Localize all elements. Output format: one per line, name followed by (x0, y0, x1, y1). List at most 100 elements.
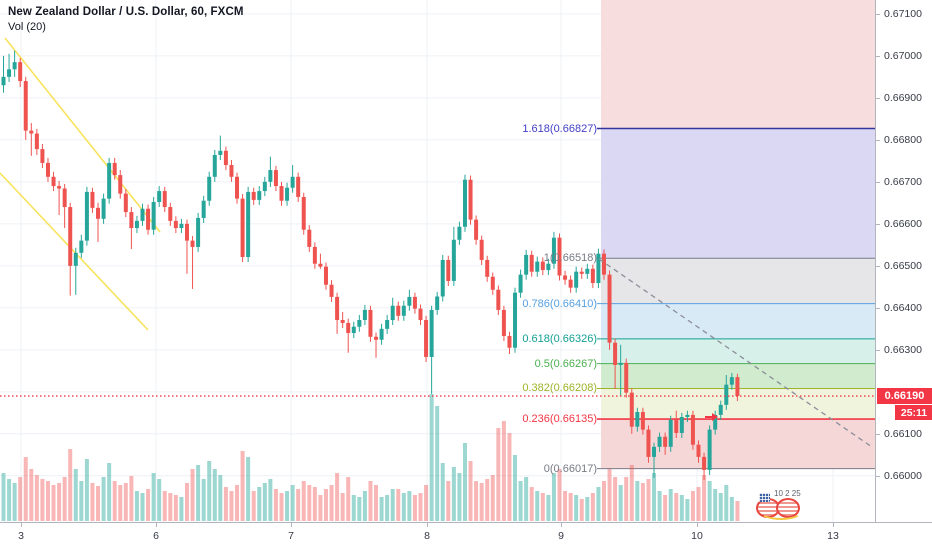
candle-body (513, 292, 518, 348)
volume-bar (251, 491, 256, 521)
volume-bar (401, 493, 406, 521)
fib-level-label-0.382: 0.382(0.66208) (522, 382, 597, 395)
fxcm-logo: 10 2 25 (750, 488, 812, 522)
volume-bar (212, 469, 217, 521)
candle-body (12, 62, 17, 70)
candle-body (652, 446, 657, 457)
volume-bar (40, 479, 45, 521)
volume-bar (702, 475, 707, 521)
fib-level-label-0.618: 0.618(0.66326) (522, 332, 597, 345)
volume-bar (362, 491, 367, 521)
price-axis[interactable]: 0.66190 25:11 0.67100 0.67000 0.66900 0.668… (875, 0, 932, 522)
volume-bar (45, 481, 50, 521)
gray-dashed-trendline (598, 258, 873, 448)
volume-bar (229, 491, 234, 521)
candle-body (329, 284, 334, 297)
volume-bar (296, 489, 301, 521)
volume-bar (346, 477, 351, 521)
volume-bar (440, 463, 445, 521)
candle-body (240, 198, 245, 258)
volume-bar (184, 483, 189, 521)
candle-body (129, 212, 134, 229)
time-tickmark (833, 523, 834, 527)
volume-bar (246, 457, 251, 521)
candle-body (507, 335, 512, 348)
candle-body (279, 186, 284, 201)
volume-bar (396, 489, 401, 521)
time-axis[interactable]: 3 6 7 8 9 10 13 (0, 522, 932, 550)
candle-body (457, 226, 462, 240)
candle-body (713, 414, 718, 430)
volume-bar (435, 406, 440, 521)
candle-body (101, 198, 106, 219)
candle-body (18, 62, 23, 82)
time-tickmark (21, 523, 22, 527)
volume-bar (457, 473, 462, 521)
candle-body (679, 417, 684, 433)
candle-body (318, 263, 323, 267)
fib-zone (601, 303, 875, 339)
candle-body (212, 154, 217, 177)
candle-body (62, 188, 67, 208)
volume-bar (262, 483, 267, 521)
volume-bar (168, 493, 173, 521)
volume-bar (601, 481, 606, 521)
price-tick-label: 0.66400 (884, 301, 922, 314)
volume-bar (201, 479, 206, 521)
candle-body (429, 309, 434, 357)
volume-bar (407, 491, 412, 521)
candle-body (84, 191, 89, 241)
candle-body (385, 320, 390, 329)
candle-body (79, 240, 84, 253)
candle-body (368, 309, 373, 337)
candle-body (273, 170, 278, 187)
volume-bar (462, 443, 467, 521)
candle-body (613, 342, 618, 365)
price-tickmark (876, 307, 880, 309)
candle-body (173, 220, 178, 229)
volume-bar (590, 493, 595, 521)
volume-bar (507, 433, 512, 521)
volume-bar (290, 485, 295, 521)
fib-level-label-0: 0(0.66017) (543, 462, 597, 475)
volume-bar (329, 485, 334, 521)
candle-body (140, 208, 145, 221)
candle-body (196, 217, 201, 247)
candle-body (462, 179, 467, 227)
volume-bar (618, 485, 623, 521)
candle-body (568, 279, 573, 288)
volume-bar (496, 428, 501, 521)
price-tickmark (876, 433, 880, 435)
volume-bar (596, 487, 601, 521)
volume-bar (162, 491, 167, 521)
volume-bar (51, 485, 56, 521)
candle-body (223, 150, 228, 166)
volume-bar (357, 497, 362, 521)
volume-bar (374, 485, 379, 521)
time-tickmark (427, 523, 428, 527)
volume-bar (485, 479, 490, 521)
candle-body (635, 411, 640, 427)
volume-bar (29, 469, 34, 521)
volume-bar (585, 497, 590, 521)
volume-bar (707, 481, 712, 521)
price-tick-label: 0.66900 (884, 91, 922, 104)
volume-bar (385, 495, 390, 521)
candle-body (29, 130, 34, 134)
volume-bar (68, 449, 73, 521)
candle-body (702, 456, 707, 470)
volume-bar (151, 473, 156, 521)
candle-body (607, 274, 612, 343)
volume-bar (524, 477, 529, 521)
candle-body (451, 239, 456, 281)
volume-bar (557, 469, 562, 521)
candle-body (118, 175, 123, 194)
candle-body (501, 309, 506, 336)
candle-body (624, 362, 629, 393)
candle-body (396, 305, 401, 316)
candle-body (379, 328, 384, 340)
candle-body (490, 276, 495, 290)
candle-body (518, 274, 523, 293)
volume-bar (34, 475, 39, 521)
